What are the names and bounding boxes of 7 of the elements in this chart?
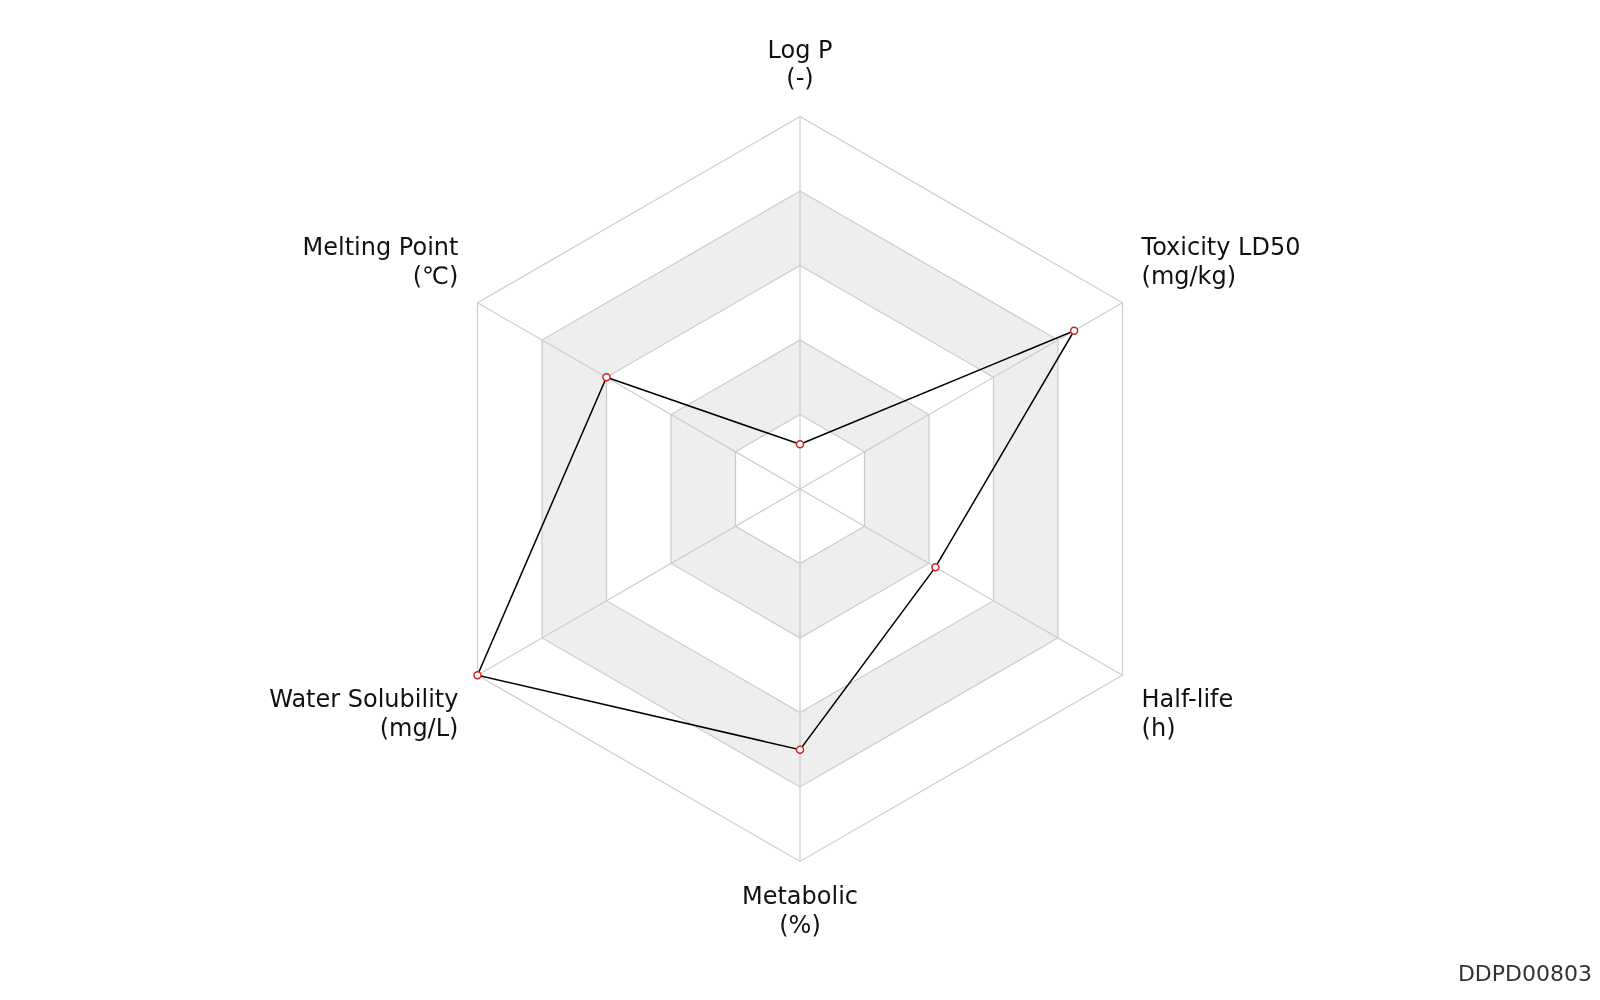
spoke-label: Half-life (h) <box>1141 684 1234 742</box>
spoke-label: Metabolic (%) <box>741 882 859 939</box>
spoke-label: Log P (-) <box>767 35 833 93</box>
text: DDPD00803 <box>1457 961 1592 986</box>
spoke-label: Melting Point (℃) <box>302 232 459 290</box>
spoke-label: Water Solubility (mg/L) <box>269 684 459 742</box>
spoke-label: Toxicity LD50 (mg/kg) <box>1140 232 1301 290</box>
